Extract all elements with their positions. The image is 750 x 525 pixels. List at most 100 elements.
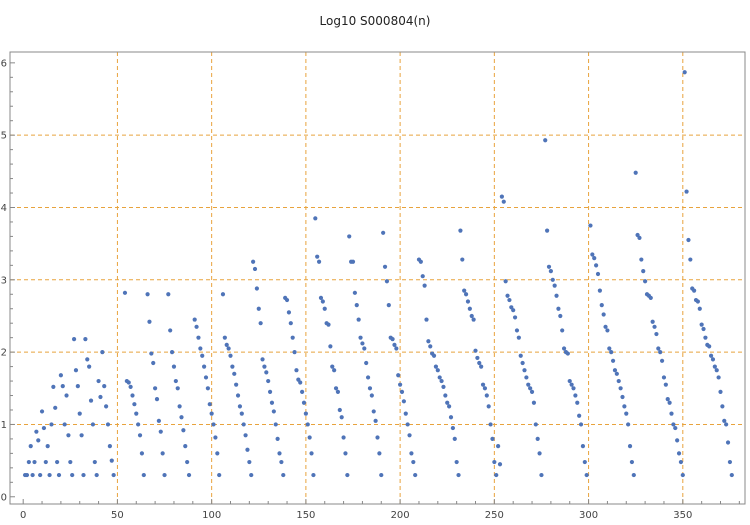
data-point xyxy=(311,472,316,478)
data-point xyxy=(533,422,538,427)
data-point xyxy=(34,429,39,434)
data-point xyxy=(41,425,47,431)
data-point xyxy=(185,459,190,465)
data-point xyxy=(339,415,344,420)
data-point xyxy=(379,472,384,478)
data-point xyxy=(373,418,378,423)
data-point xyxy=(183,444,188,449)
data-point xyxy=(243,433,248,438)
data-point xyxy=(149,351,154,356)
data-point xyxy=(247,459,252,465)
data-point xyxy=(516,335,521,340)
data-point xyxy=(480,382,486,387)
data-point xyxy=(627,444,633,449)
data-point xyxy=(494,472,499,478)
x-tick-label: 0 xyxy=(20,510,26,521)
data-point xyxy=(79,433,84,438)
data-point xyxy=(196,335,201,340)
data-point xyxy=(267,389,273,395)
x-tick-label: 250 xyxy=(485,510,504,521)
data-point xyxy=(571,386,576,391)
data-point xyxy=(202,364,207,369)
data-point xyxy=(475,355,480,361)
data-point xyxy=(266,378,271,384)
data-point xyxy=(153,386,158,391)
data-point xyxy=(720,404,725,409)
data-point xyxy=(222,335,227,340)
data-point xyxy=(603,324,608,329)
data-point xyxy=(599,303,604,308)
data-point xyxy=(100,350,105,355)
x-tick-label: 350 xyxy=(673,510,692,521)
data-point xyxy=(92,459,97,465)
data-point xyxy=(452,436,457,442)
data-point xyxy=(460,257,465,262)
data-point xyxy=(249,472,254,478)
data-point xyxy=(479,364,484,369)
data-point xyxy=(648,295,653,300)
data-point xyxy=(177,404,182,409)
data-point xyxy=(186,472,192,478)
data-point xyxy=(531,400,537,405)
axis-ticks: 0 50 100 150 200 250 300 350 0 1 2 3 4 5 6 xyxy=(1,58,740,521)
data-point xyxy=(85,357,90,362)
data-point xyxy=(507,297,512,303)
data-point xyxy=(337,407,342,413)
data-point xyxy=(558,313,563,319)
data-point xyxy=(301,400,307,405)
y-tick-label: 3 xyxy=(1,275,7,286)
data-point xyxy=(426,339,431,344)
data-point xyxy=(580,444,586,449)
data-point xyxy=(354,303,359,308)
data-point xyxy=(364,360,369,366)
data-point xyxy=(205,386,210,391)
data-point xyxy=(392,342,397,347)
data-point xyxy=(411,459,416,465)
data-point xyxy=(68,459,73,465)
data-point xyxy=(554,293,559,298)
y-tick-label: 4 xyxy=(1,203,7,214)
data-point xyxy=(307,435,312,440)
data-point xyxy=(695,299,700,304)
data-point xyxy=(128,384,133,389)
data-point xyxy=(375,435,380,440)
data-point xyxy=(169,350,175,355)
data-point xyxy=(286,310,292,315)
data-point xyxy=(73,368,79,373)
data-point xyxy=(384,279,390,284)
data-point xyxy=(663,382,668,387)
data-point xyxy=(207,402,212,407)
data-point xyxy=(394,346,399,351)
data-point xyxy=(158,429,163,434)
data-point xyxy=(708,353,714,358)
data-point xyxy=(371,409,376,414)
data-point xyxy=(658,350,663,355)
data-point xyxy=(347,234,352,239)
data-point xyxy=(633,170,638,175)
data-point xyxy=(676,451,682,456)
data-point xyxy=(313,216,318,221)
data-point xyxy=(254,286,259,291)
data-point xyxy=(53,405,58,410)
data-point xyxy=(70,472,75,478)
data-point xyxy=(288,321,293,326)
data-point xyxy=(592,256,597,261)
data-point xyxy=(546,264,552,269)
data-point xyxy=(588,223,593,228)
data-point xyxy=(87,364,92,369)
data-point xyxy=(729,472,734,478)
data-point xyxy=(578,422,584,427)
data-point xyxy=(258,321,263,326)
data-point xyxy=(83,337,88,342)
data-point xyxy=(362,346,367,351)
data-point xyxy=(200,353,205,358)
data-point xyxy=(94,472,99,478)
data-point xyxy=(699,322,704,327)
data-point xyxy=(39,409,45,414)
data-point xyxy=(290,335,295,340)
data-point xyxy=(560,328,565,333)
data-point xyxy=(298,380,303,385)
data-point xyxy=(32,459,37,465)
data-point xyxy=(512,315,518,320)
